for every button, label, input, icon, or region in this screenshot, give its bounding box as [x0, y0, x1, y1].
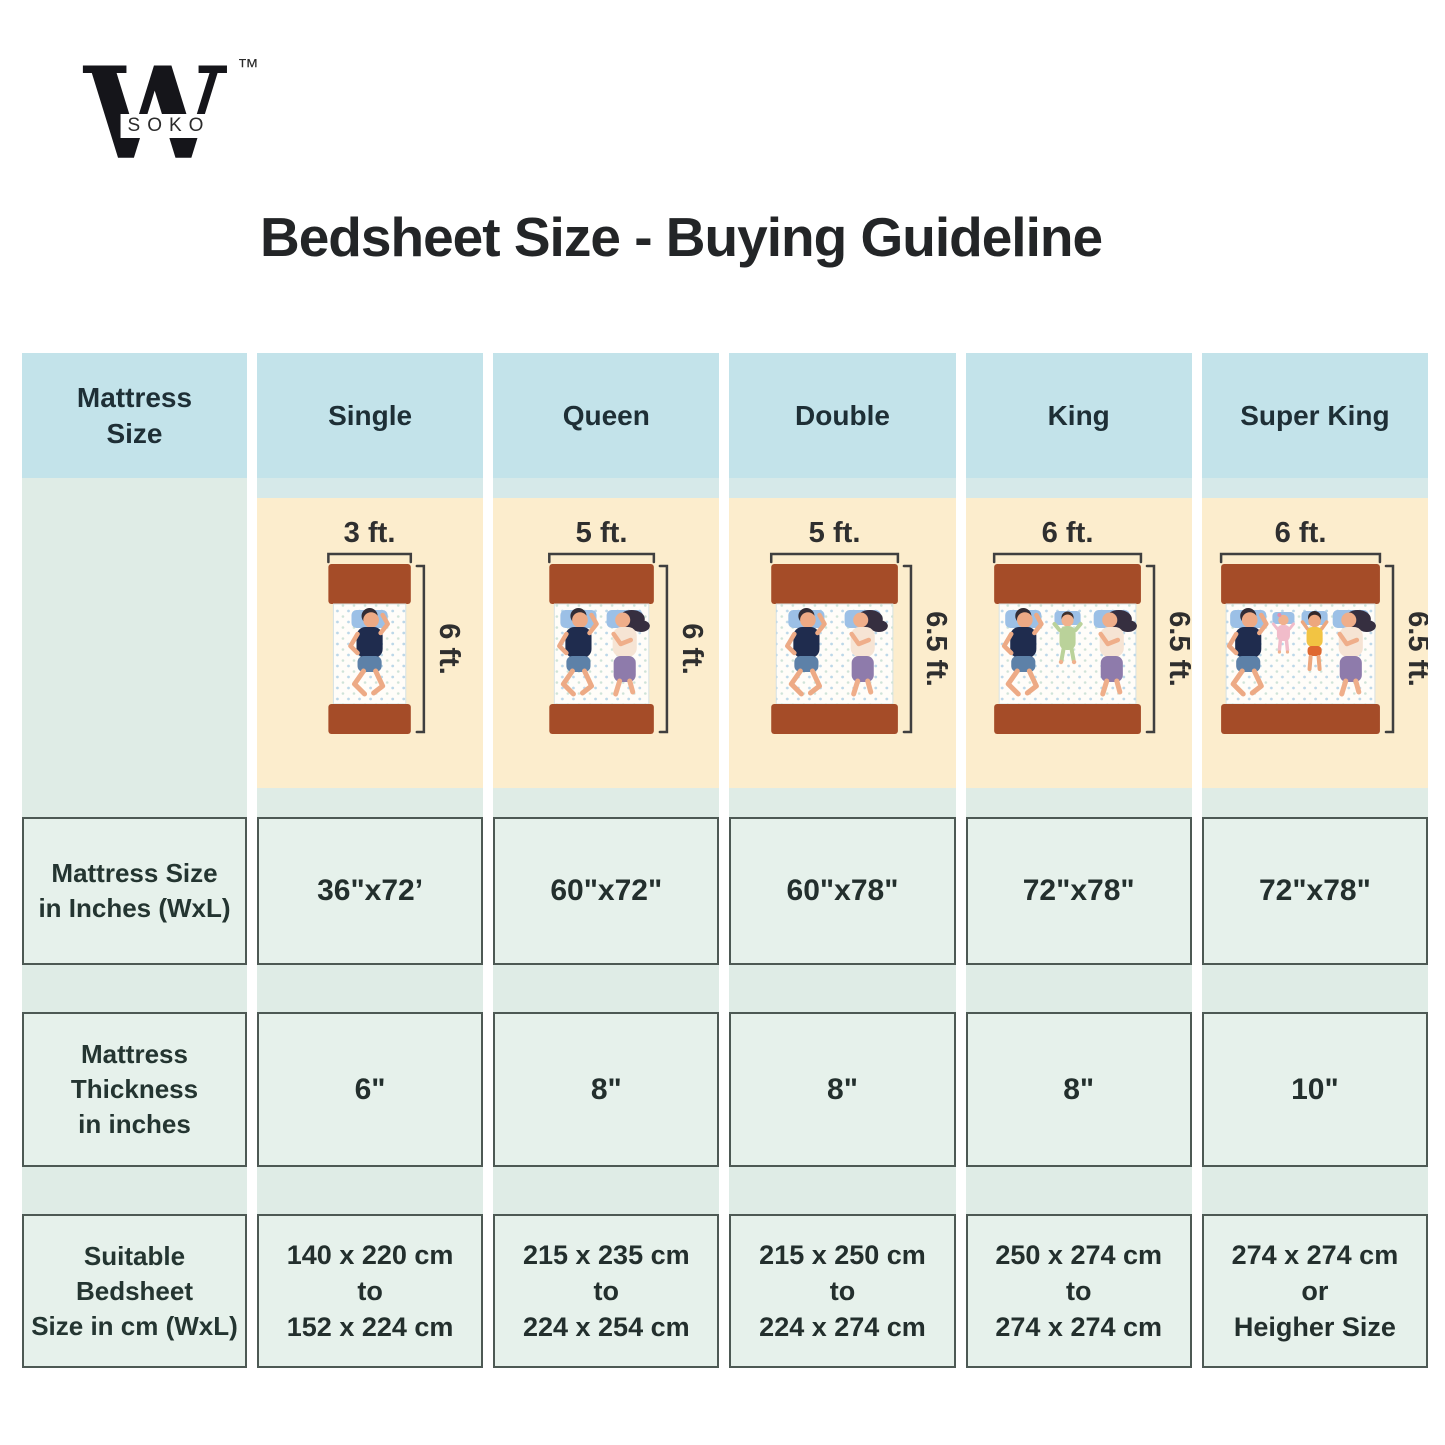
mattress-size-single: 36"x72’: [257, 817, 484, 965]
bed-illustration-double: 5 ft. 6.5 ft.: [729, 478, 956, 817]
bed-panel: 5 ft. 6.5 ft.: [729, 498, 956, 788]
bedsheet-size-king: 250 x 274 cm to 274 x 274 cm: [965, 1214, 1192, 1368]
mattress-size-super-king: 72"x78": [1201, 817, 1428, 965]
column-queen: Queen 5 ft. 6 ft. 60"x72" 8" 215 x 235 cm…: [493, 353, 720, 1368]
sleeper-woman: [1332, 610, 1376, 697]
svg-text:6 ft.: 6 ft.: [433, 623, 465, 675]
bed-panel: 3 ft. 6 ft.: [257, 498, 484, 788]
header-underband: [493, 478, 720, 498]
bed-diagram-queen: 5 ft. 6 ft.: [548, 517, 708, 734]
column-header-double: Double: [729, 353, 956, 478]
sleeper-child-green: [1052, 611, 1083, 665]
thickness-double: 8": [729, 1012, 956, 1167]
header-underband: [257, 478, 484, 498]
bed-illustration-queen: 5 ft. 6 ft.: [493, 478, 720, 817]
column-single: Single 3 ft. 6 ft. 36"x72’ 6" 140 x 220 c…: [257, 353, 484, 1368]
bed-illustration-super-king: 6 ft. 6.5 ft.: [1201, 478, 1428, 817]
svg-text:6.5 ft.: 6.5 ft.: [920, 611, 952, 687]
brand-logo: W SOKO ™: [84, 48, 259, 198]
svg-text:6 ft.: 6 ft.: [1041, 517, 1093, 549]
bedsheet-size-double: 215 x 250 cm to 224 x 274 cm: [729, 1214, 956, 1368]
bed-panel: 6 ft. 6.5 ft.: [965, 498, 1192, 788]
bed-illustration-king: 6 ft. 6.5 ft.: [965, 478, 1192, 817]
column-double: Double 5 ft. 6.5 ft. 60"x78" 8" 215 x 250…: [729, 353, 956, 1368]
size-table: Mattress Size Mattress Size in Inches (W…: [22, 353, 1428, 1368]
sleeper-man: [785, 608, 828, 697]
column-super-king: Super King 6 ft. 6.5 ft. 72"x78" 10" 274 …: [1201, 353, 1428, 1368]
svg-text:6.5 ft.: 6.5 ft.: [1163, 611, 1192, 687]
column-header-single: Single: [257, 353, 484, 478]
bed-panel: 6 ft. 6.5 ft.: [1201, 498, 1428, 788]
svg-text:6 ft.: 6 ft.: [1274, 517, 1326, 549]
mattress-size-double: 60"x78": [729, 817, 956, 965]
sleeper-woman: [845, 610, 889, 697]
trademark-symbol: ™: [237, 54, 259, 79]
bed-illustration-single: 3 ft. 6 ft.: [257, 478, 484, 817]
column-header-super-king: Super King: [1201, 353, 1428, 478]
svg-text:3 ft.: 3 ft.: [344, 517, 396, 549]
svg-text:6 ft.: 6 ft.: [676, 623, 708, 675]
header-underband: [965, 478, 1192, 498]
label-column-spacer: [22, 478, 247, 817]
bedsheet-size-queen: 215 x 235 cm to 224 x 254 cm: [493, 1214, 720, 1368]
bedsheet-size-super-king: 274 x 274 cm or Heigher Size: [1201, 1214, 1428, 1368]
header-underband: [729, 478, 956, 498]
column-header-king: King: [965, 353, 1192, 478]
mattress-size-queen: 60"x72": [493, 817, 720, 965]
sleeper-child-yellow: [1300, 611, 1329, 671]
sleeper-woman: [606, 610, 651, 697]
column-header-queen: Queen: [493, 353, 720, 478]
svg-text:5 ft.: 5 ft.: [809, 517, 861, 549]
header-underband: [1201, 478, 1428, 498]
thickness-queen: 8": [493, 1012, 720, 1167]
sleeper-man: [1226, 608, 1269, 697]
row-label-thickness: Mattress Thickness in inches: [22, 1012, 247, 1167]
thickness-super-king: 10": [1201, 1012, 1428, 1167]
logo-soko-text: SOKO: [120, 114, 218, 138]
row-label-mattress-inches: Mattress Size in Inches (WxL): [22, 817, 247, 965]
bed-diagram-single: 3 ft. 6 ft.: [327, 517, 465, 734]
bed-panel: 5 ft. 6 ft.: [493, 498, 720, 788]
row-label-bedsheet-size: Suitable Bedsheet Size in cm (WxL): [22, 1214, 247, 1368]
column-king: King 6 ft. 6.5 ft. 72"x78" 8" 250 x 274 c…: [965, 353, 1192, 1368]
svg-text:6.5 ft.: 6.5 ft.: [1402, 611, 1428, 687]
sleeper-man: [1001, 608, 1044, 697]
sleeper-man: [557, 608, 600, 697]
logo-letter: W: [84, 48, 254, 181]
corner-line: Mattress: [76, 381, 193, 413]
corner-header: Mattress Size: [22, 353, 247, 478]
mattress-size-king: 72"x78": [965, 817, 1192, 965]
sleeper-man: [348, 608, 390, 697]
sleeper-baby: [1271, 612, 1295, 654]
thickness-single: 6": [257, 1012, 484, 1167]
page-title: Bedsheet Size - Buying Guideline: [260, 205, 1103, 268]
bed-diagram-king: 6 ft. 6.5 ft.: [992, 517, 1192, 734]
svg-text:5 ft.: 5 ft.: [576, 517, 628, 549]
sleeper-woman: [1093, 610, 1137, 697]
bedsheet-size-single: 140 x 220 cm to 152 x 224 cm: [257, 1214, 484, 1368]
bed-diagram-double: 5 ft. 6.5 ft.: [770, 517, 953, 734]
column-row-labels: Mattress Size Mattress Size in Inches (W…: [22, 353, 247, 1368]
thickness-king: 8": [965, 1012, 1192, 1167]
corner-line: Size: [106, 417, 163, 449]
bed-diagram-super-king: 6 ft. 6.5 ft.: [1219, 517, 1428, 734]
